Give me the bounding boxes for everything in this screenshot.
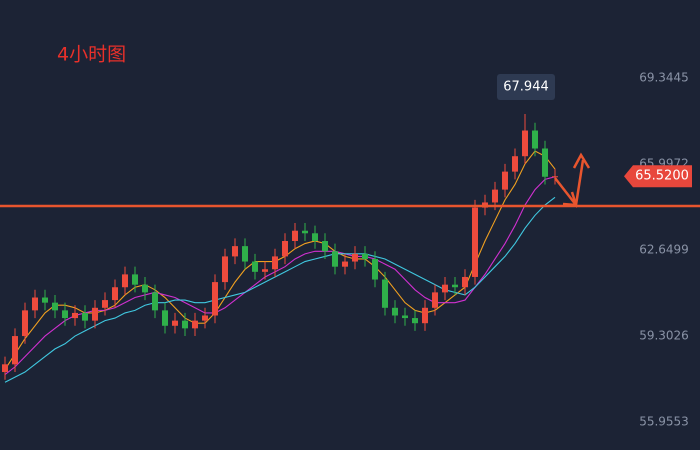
candle-body [92, 307, 98, 321]
y-tick-label: 69.3445 [639, 70, 689, 84]
candle-body [532, 130, 538, 149]
candle-body [432, 292, 438, 308]
high-callout: 67.944 [503, 79, 549, 94]
candle-body [72, 312, 78, 319]
candle-body [242, 246, 248, 262]
candle-body [322, 240, 328, 252]
candle-body [282, 240, 288, 257]
high-callout-box [497, 73, 555, 100]
arrow-head [572, 152, 591, 169]
candle-body [102, 300, 108, 308]
candle-body [442, 284, 448, 293]
candle-body [162, 310, 168, 326]
candle-body [252, 261, 258, 272]
candle-body [212, 282, 218, 316]
candle-body [492, 189, 498, 203]
candle-body [32, 297, 38, 311]
candle-body [122, 274, 128, 288]
candle-body [2, 364, 8, 373]
candle-body [62, 310, 68, 319]
candle-body [52, 302, 58, 311]
candle-body [392, 307, 398, 316]
candle-body [452, 284, 458, 288]
candle-body [352, 253, 358, 262]
candle-body [542, 148, 548, 177]
candle-body [202, 315, 208, 321]
moving-average-line [4, 196, 556, 383]
candle-body [512, 156, 518, 172]
candle-body [272, 256, 278, 270]
candle-body [302, 230, 308, 234]
candle-body [12, 336, 18, 365]
y-tick-label: 62.6499 [639, 242, 689, 256]
candle-body [332, 251, 338, 267]
price-label: 65.5200 [635, 169, 689, 184]
candle-body [172, 320, 178, 326]
candle-body [262, 269, 268, 272]
candle-body [502, 171, 508, 190]
candle-body [522, 130, 528, 157]
candle-body [112, 287, 118, 301]
candle-body [222, 256, 228, 283]
candle-body [362, 253, 368, 259]
candle-body [462, 276, 468, 288]
candle-body [142, 284, 148, 293]
y-tick-label: 59.3026 [639, 328, 689, 342]
chart-title: 4小时图 [57, 44, 126, 66]
candle-body [192, 320, 198, 329]
candle-body [182, 320, 188, 329]
candle-body [472, 207, 478, 277]
candle-body [372, 258, 378, 280]
candle-body [412, 318, 418, 324]
y-tick-label: 55.9553 [639, 414, 689, 428]
candle-body [342, 261, 348, 267]
candle-body [42, 297, 48, 303]
candle-body [552, 176, 558, 178]
candle-body [402, 315, 408, 319]
candle-body [152, 292, 158, 311]
price-label-box [624, 165, 692, 188]
candle-body [232, 246, 238, 257]
candle-body [312, 233, 318, 241]
annotation-arrows [554, 152, 591, 209]
candle-body [82, 312, 88, 321]
candle-body [132, 274, 138, 285]
candle-body [292, 230, 298, 241]
arrow-head [562, 191, 578, 207]
candle-body [422, 307, 428, 324]
candle-body [382, 279, 388, 308]
candle-body [22, 310, 28, 337]
